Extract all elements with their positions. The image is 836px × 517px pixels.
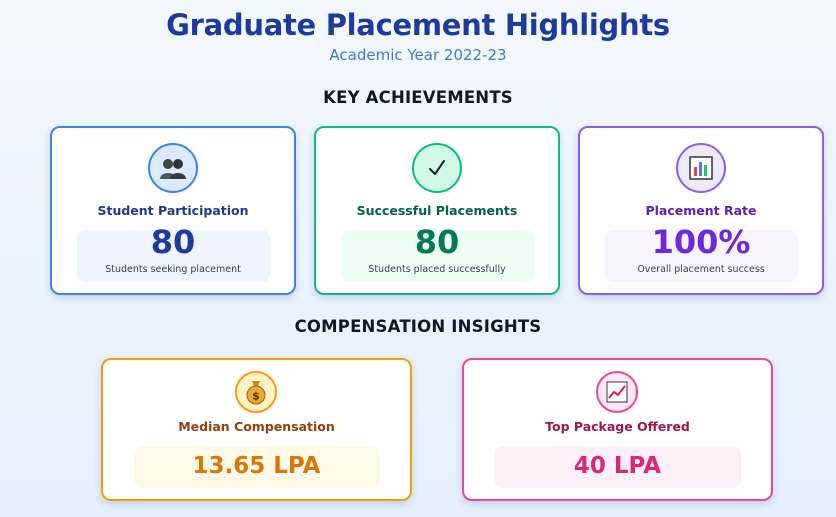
bar-chart-icon xyxy=(676,143,726,193)
page-subtitle: Academic Year 2022-23 xyxy=(329,46,507,64)
students-icon xyxy=(148,143,198,193)
value-box xyxy=(605,230,798,282)
card-label: Median Compensation xyxy=(178,419,335,434)
card-label: Top Package Offered xyxy=(545,419,690,434)
value-box xyxy=(495,446,741,488)
big-value: 80 xyxy=(414,223,460,261)
big-value: 80 xyxy=(150,223,196,261)
caption: Students seeking placement xyxy=(105,264,241,275)
card-top-package: Top Package Offered 40 LPA xyxy=(462,358,773,501)
page-title: Graduate Placement Highlights xyxy=(166,8,670,42)
checkmark-icon xyxy=(412,143,462,193)
card-placement-rate: Placement Rate 100% Overall placement su… xyxy=(578,126,824,295)
caption: Overall placement success xyxy=(637,264,765,275)
card-label: Student Participation xyxy=(97,203,249,218)
money-bag-icon: $ xyxy=(235,371,277,413)
section-heading-compensation: COMPENSATION INSIGHTS xyxy=(294,317,542,336)
card-student-participation: Student Participation 80 Students seekin… xyxy=(50,126,296,295)
big-value: 100% xyxy=(651,223,751,261)
caption: Students placed successfully xyxy=(368,264,506,275)
value-box xyxy=(77,230,270,282)
card-median-compensation: $ Median Compensation 13.65 LPA xyxy=(101,358,412,501)
trend-up-chart-icon xyxy=(596,371,638,413)
comp-value: 13.65 LPA xyxy=(192,453,321,479)
section-heading-achievements: KEY ACHIEVEMENTS xyxy=(323,88,513,107)
svg-text:$: $ xyxy=(252,390,260,403)
value-box xyxy=(134,446,380,488)
value-box xyxy=(341,230,534,282)
card-label: Placement Rate xyxy=(645,203,757,218)
card-label: Successful Placements xyxy=(356,203,518,218)
card-successful-placements: Successful Placements 80 Students placed… xyxy=(314,126,560,295)
comp-value: 40 LPA xyxy=(573,453,662,479)
